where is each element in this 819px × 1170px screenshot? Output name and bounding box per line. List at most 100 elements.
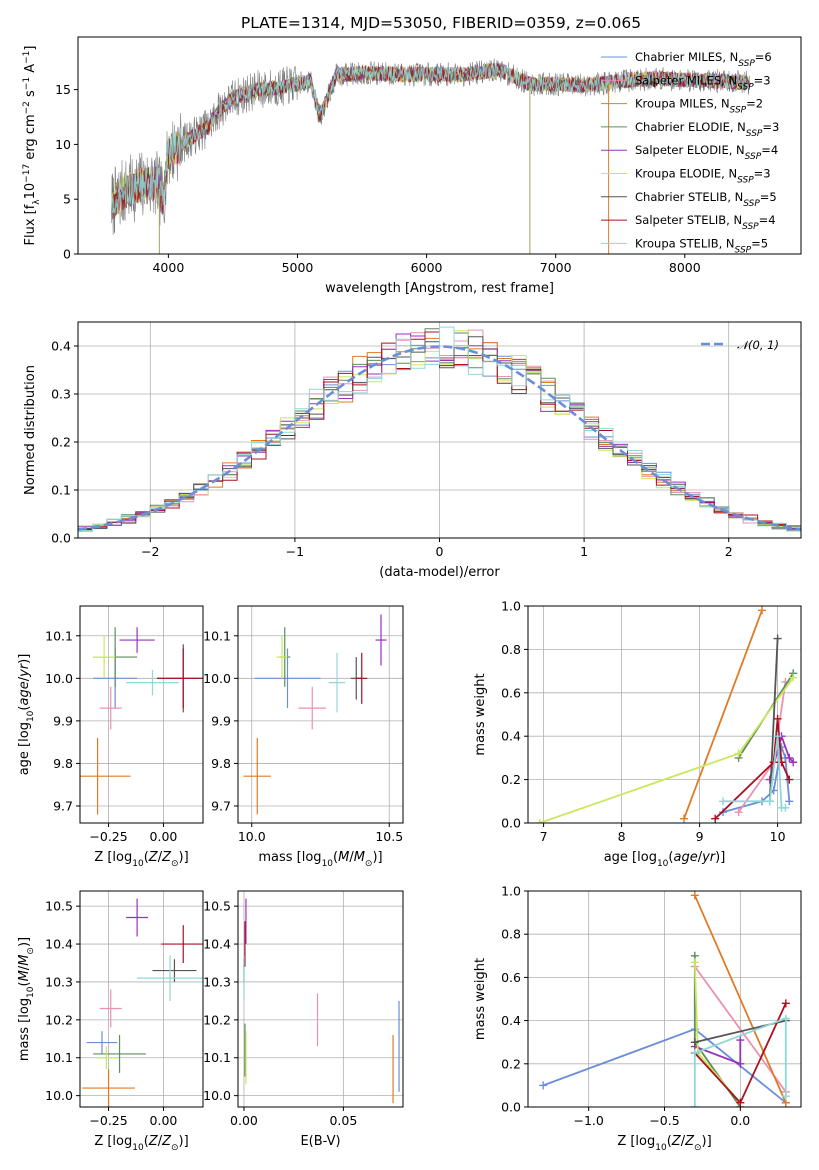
weight-marker-1	[734, 808, 743, 817]
y-axis-label: Flux [fλ10−17 erg cm−2 s−1 A−1]	[22, 46, 42, 246]
y-tick-label: 0.4	[501, 1013, 521, 1028]
spectrum-model-8	[111, 62, 750, 214]
label-part: age [log	[17, 722, 32, 775]
label-part: 10	[322, 859, 334, 869]
label-part: =3	[754, 167, 771, 181]
label-part: SSP	[735, 245, 752, 255]
label-part: =4	[759, 213, 776, 227]
label-part: 10	[23, 183, 38, 200]
label-part: (	[144, 850, 149, 865]
label-part: Z [log	[617, 1134, 655, 1149]
y-tick-label: 9.8	[211, 756, 231, 771]
y-tick-label: 10.5	[203, 899, 231, 914]
y-tick-label: 0.1	[51, 483, 71, 498]
axes-frame	[79, 605, 204, 824]
weight-marker-7	[711, 814, 720, 823]
label-part: /	[349, 850, 354, 865]
y-tick-label: 10.0	[203, 1088, 231, 1103]
label-part: (	[668, 850, 673, 865]
weight-marker-4	[736, 1036, 745, 1045]
weight-marker-4	[736, 1059, 745, 1068]
x-axis-label: Z [log10(Z/Z⊙)]	[617, 1134, 711, 1153]
label-part: yr	[701, 850, 717, 865]
label-part: SSP	[738, 59, 755, 69]
x-tick-label: 6000	[411, 260, 443, 275]
weight-marker-2	[690, 891, 699, 900]
x-tick-label: 0.00	[150, 829, 178, 844]
label-part: mass [log	[258, 850, 321, 865]
weight-marker-7	[781, 999, 790, 1008]
label-part: (	[333, 850, 338, 865]
label-part: −17	[22, 164, 32, 183]
x-tick-label: 8000	[669, 260, 701, 275]
label-part: age	[17, 681, 32, 705]
x-tick-label: 1	[580, 544, 588, 559]
x-axis-label: (data-model)/error	[379, 565, 500, 580]
label-part: /	[17, 965, 32, 970]
weight-marker-4	[785, 753, 794, 762]
y-axis-label: mass [log10(M/M⊙)]	[17, 937, 36, 1061]
gaussian-curve	[78, 345, 801, 531]
y-tick-label: 1.0	[501, 884, 521, 899]
label-part: −1	[22, 77, 32, 90]
y-tick-label: 10.4	[45, 937, 73, 952]
weight-series-1	[694, 966, 787, 1093]
panel-weight_vs_z: −1.0 −0.5 0.00.00.20.40.60.81.0Z [log10(Z/…	[473, 884, 802, 1153]
weight-series-2	[683, 609, 763, 820]
label-part: ⊙	[694, 1143, 702, 1153]
y-tick-label: 0.8	[501, 927, 521, 942]
panel-spectrum: 4000 5000 6000 7000 8000 0 5 10 15 Chabrier MILES…	[22, 36, 802, 296]
label-part: Flux [f	[23, 204, 38, 245]
label-part: =3	[754, 73, 771, 87]
weight-marker-0	[785, 797, 794, 806]
label-part: /	[158, 850, 163, 865]
y-tick-label: 10	[55, 137, 71, 152]
label-part: (	[144, 1134, 149, 1149]
y-tick-label: 9.9	[53, 713, 73, 728]
label-part: /	[698, 850, 703, 865]
y-tick-label: 10.1	[45, 628, 73, 643]
label-part: =2	[746, 97, 763, 111]
x-tick-label: 9	[696, 829, 704, 844]
label-part: ]	[23, 46, 38, 51]
y-tick-label: 5	[63, 192, 71, 207]
y-tick-label: 10.0	[45, 1088, 73, 1103]
x-axis-label: Z [log10(Z/Z⊙)]	[94, 1134, 188, 1153]
weight-marker-6	[773, 634, 782, 643]
label-part: Chabrier STELIB, N	[635, 190, 743, 204]
legend-label-5: Kroupa ELODIE, NSSP=3	[635, 167, 771, 186]
legend-label-6: Chabrier STELIB, NSSP=5	[635, 190, 777, 209]
y-tick-label: 0.8	[501, 642, 521, 657]
y-tick-label: 9.7	[53, 798, 73, 813]
x-tick-label: 10.0	[238, 829, 266, 844]
label-part: /	[17, 676, 32, 681]
label-part: age [log	[604, 850, 657, 865]
y-tick-label: 0.2	[51, 435, 71, 450]
y-tick-label: 9.7	[211, 798, 231, 813]
weight-series-6	[768, 638, 779, 802]
legend-label-3: Chabrier ELODIE, NSSP=3	[635, 120, 779, 139]
y-tick-label: 0.6	[501, 970, 521, 985]
x-tick-label: 7	[540, 829, 548, 844]
y-tick-label: 9.8	[53, 756, 73, 771]
label-part: )]	[17, 654, 32, 664]
label-part: Salpeter MILES, N	[635, 73, 737, 87]
label-part: Z	[671, 1134, 682, 1149]
weight-marker-2	[758, 606, 766, 615]
x-tick-label: 2	[725, 544, 733, 559]
weight-marker-6	[690, 1038, 699, 1047]
axes-frame	[77, 36, 802, 255]
y-tick-label: 10.2	[203, 1012, 231, 1027]
label-part: /	[681, 1134, 686, 1149]
y-tick-label: 1.0	[501, 599, 521, 614]
y-tick-label: 10.3	[203, 974, 231, 989]
x-axis-label: wavelength [Angstrom, rest frame]	[325, 281, 554, 296]
label-part: Kroupa ELODIE, N	[635, 167, 737, 181]
y-tick-label: 9.9	[211, 713, 231, 728]
axes-frame	[77, 321, 802, 539]
y-tick-label: 10.1	[203, 1050, 231, 1065]
label-part: 10	[26, 986, 36, 998]
label-part: M	[17, 970, 32, 981]
label-part: Chabrier ELODIE, N	[635, 120, 746, 134]
